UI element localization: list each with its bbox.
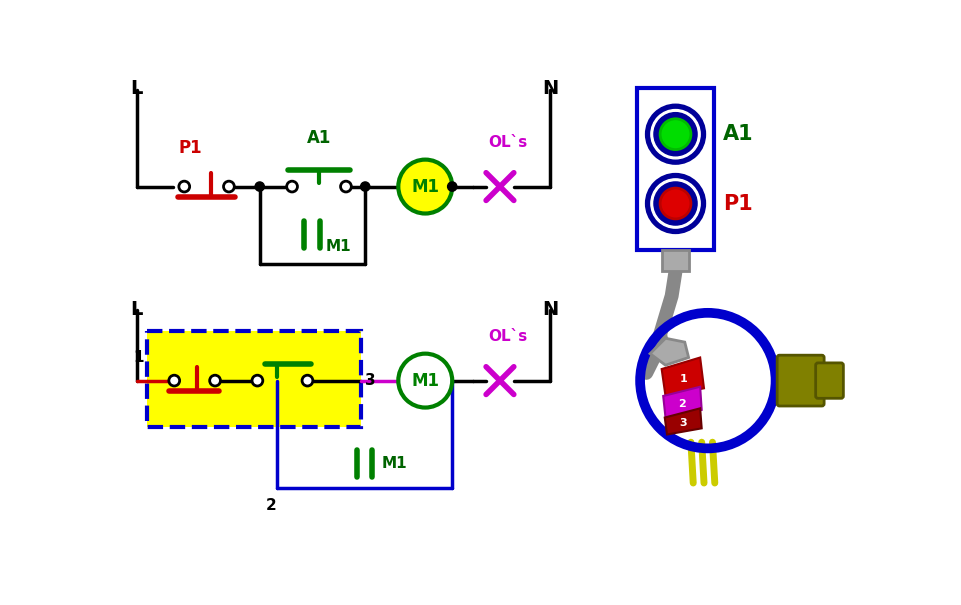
Circle shape [223,181,234,192]
Circle shape [360,182,369,191]
FancyBboxPatch shape [815,363,843,398]
Polygon shape [664,408,701,434]
Polygon shape [650,338,688,365]
Circle shape [209,375,220,386]
Circle shape [398,160,452,214]
Circle shape [447,182,456,191]
Polygon shape [662,387,701,417]
Circle shape [646,174,704,233]
Text: OL`s: OL`s [487,329,527,344]
FancyBboxPatch shape [661,250,689,271]
Text: M1: M1 [381,456,407,471]
Text: L: L [130,79,142,98]
FancyBboxPatch shape [147,330,361,427]
Text: 3: 3 [678,418,686,428]
Circle shape [646,105,704,163]
Circle shape [659,119,690,149]
Circle shape [340,181,351,192]
Circle shape [255,182,264,191]
Text: OL`s: OL`s [487,134,527,149]
Text: 2: 2 [265,498,277,512]
FancyBboxPatch shape [776,355,824,406]
Circle shape [302,375,312,386]
Text: L: L [130,299,142,319]
Text: 3: 3 [365,373,376,388]
Text: P1: P1 [179,139,202,157]
FancyBboxPatch shape [636,88,713,250]
Text: P1: P1 [723,194,752,214]
Text: 1: 1 [678,374,686,384]
Circle shape [169,375,180,386]
Circle shape [252,375,262,386]
Text: 1: 1 [134,350,144,365]
Text: A1: A1 [723,124,753,144]
Text: N: N [541,79,557,98]
Circle shape [653,182,697,225]
Circle shape [286,181,297,192]
Circle shape [659,188,690,219]
Text: N: N [541,299,557,319]
Text: M1: M1 [411,371,439,390]
Circle shape [398,354,452,408]
Circle shape [179,181,189,192]
Polygon shape [661,358,703,396]
Circle shape [651,179,700,228]
Text: M1: M1 [326,239,351,254]
Text: 2: 2 [678,399,685,409]
Circle shape [653,113,697,155]
Text: A1: A1 [307,128,331,146]
Text: M1: M1 [411,177,439,195]
Circle shape [651,110,700,159]
